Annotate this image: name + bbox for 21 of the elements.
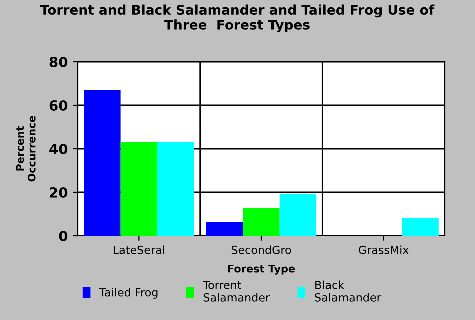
y-tick-label: 40 <box>50 144 68 154</box>
x-tick-label: SecondGro <box>232 246 292 254</box>
legend-label: Black Salamander <box>315 280 382 302</box>
y-tick-label: 20 <box>50 187 68 198</box>
x-tick-label: LateSeral <box>114 246 164 254</box>
y-axis-title: Percent Occurrence <box>16 116 36 182</box>
x-axis-title: Forest Type <box>228 265 296 275</box>
bar <box>120 142 158 236</box>
chart-title: Torrent and Black Salamander and Tailed Frog Use of Three Forest Types <box>40 4 435 33</box>
bar <box>280 194 317 236</box>
legend-label: Torrent Salamander <box>203 281 270 302</box>
y-tick-label: 80 <box>50 56 68 68</box>
bar <box>84 90 121 236</box>
x-tick-label: GrassMix <box>359 246 409 254</box>
y-tick-label: 60 <box>50 100 68 111</box>
bar <box>402 218 439 236</box>
bar <box>206 222 244 236</box>
legend-label: Tailed Frog <box>100 288 158 299</box>
bar <box>243 208 280 236</box>
bar <box>158 142 194 236</box>
y-tick-label: 0 <box>59 230 68 242</box>
